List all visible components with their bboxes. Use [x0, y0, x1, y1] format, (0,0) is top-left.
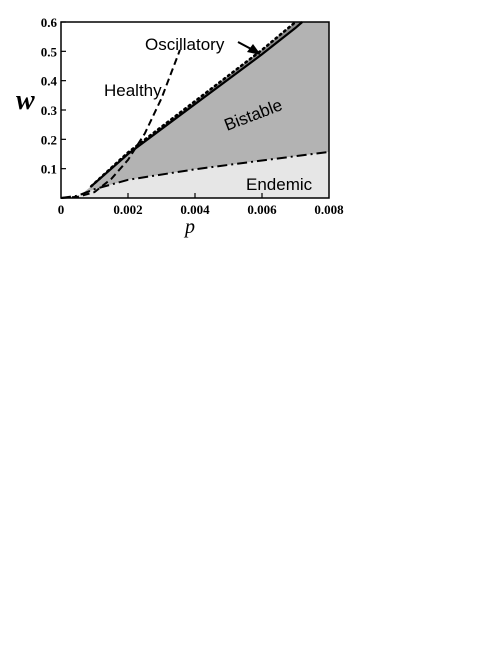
ticks-layer: 0 0.002 0.004 0.006 0.008 0.1 0.2 0.3 0.4 0.5 0.6 [41, 15, 344, 217]
x-tick-label: 0 [58, 202, 65, 217]
x-tick-label: 0.002 [113, 202, 142, 217]
y-tick-label: 0.2 [41, 132, 57, 147]
x-tick-label: 0.006 [247, 202, 277, 217]
y-tick-label: 0.6 [41, 15, 58, 30]
curves-layer [60, 20, 330, 199]
healthy-region-label: Healthy [104, 81, 162, 100]
y-tick-label: 0.5 [41, 44, 58, 59]
x-axis-label: p [183, 216, 195, 238]
x-tick-label: 0.008 [314, 202, 344, 217]
endemic-region [61, 151, 329, 198]
y-tick-label: 0.4 [41, 74, 58, 89]
oscillatory-boundary-dotted-line [89, 20, 297, 188]
endemic-region-label: Endemic [246, 175, 313, 194]
y-tick-label: 0.1 [41, 162, 57, 177]
healthy-boundary-dashed-line [60, 49, 181, 199]
oscillatory-region-label: Oscillatory [145, 35, 225, 54]
oscillatory-arrow [237, 41, 261, 55]
y-tick-label: 0.3 [41, 103, 58, 118]
y-axis-label: w [16, 85, 35, 116]
bistable-region [81, 22, 329, 195]
endemic-boundary-dashdot-line [60, 150, 330, 199]
x-tick-label: 0.004 [180, 202, 210, 217]
